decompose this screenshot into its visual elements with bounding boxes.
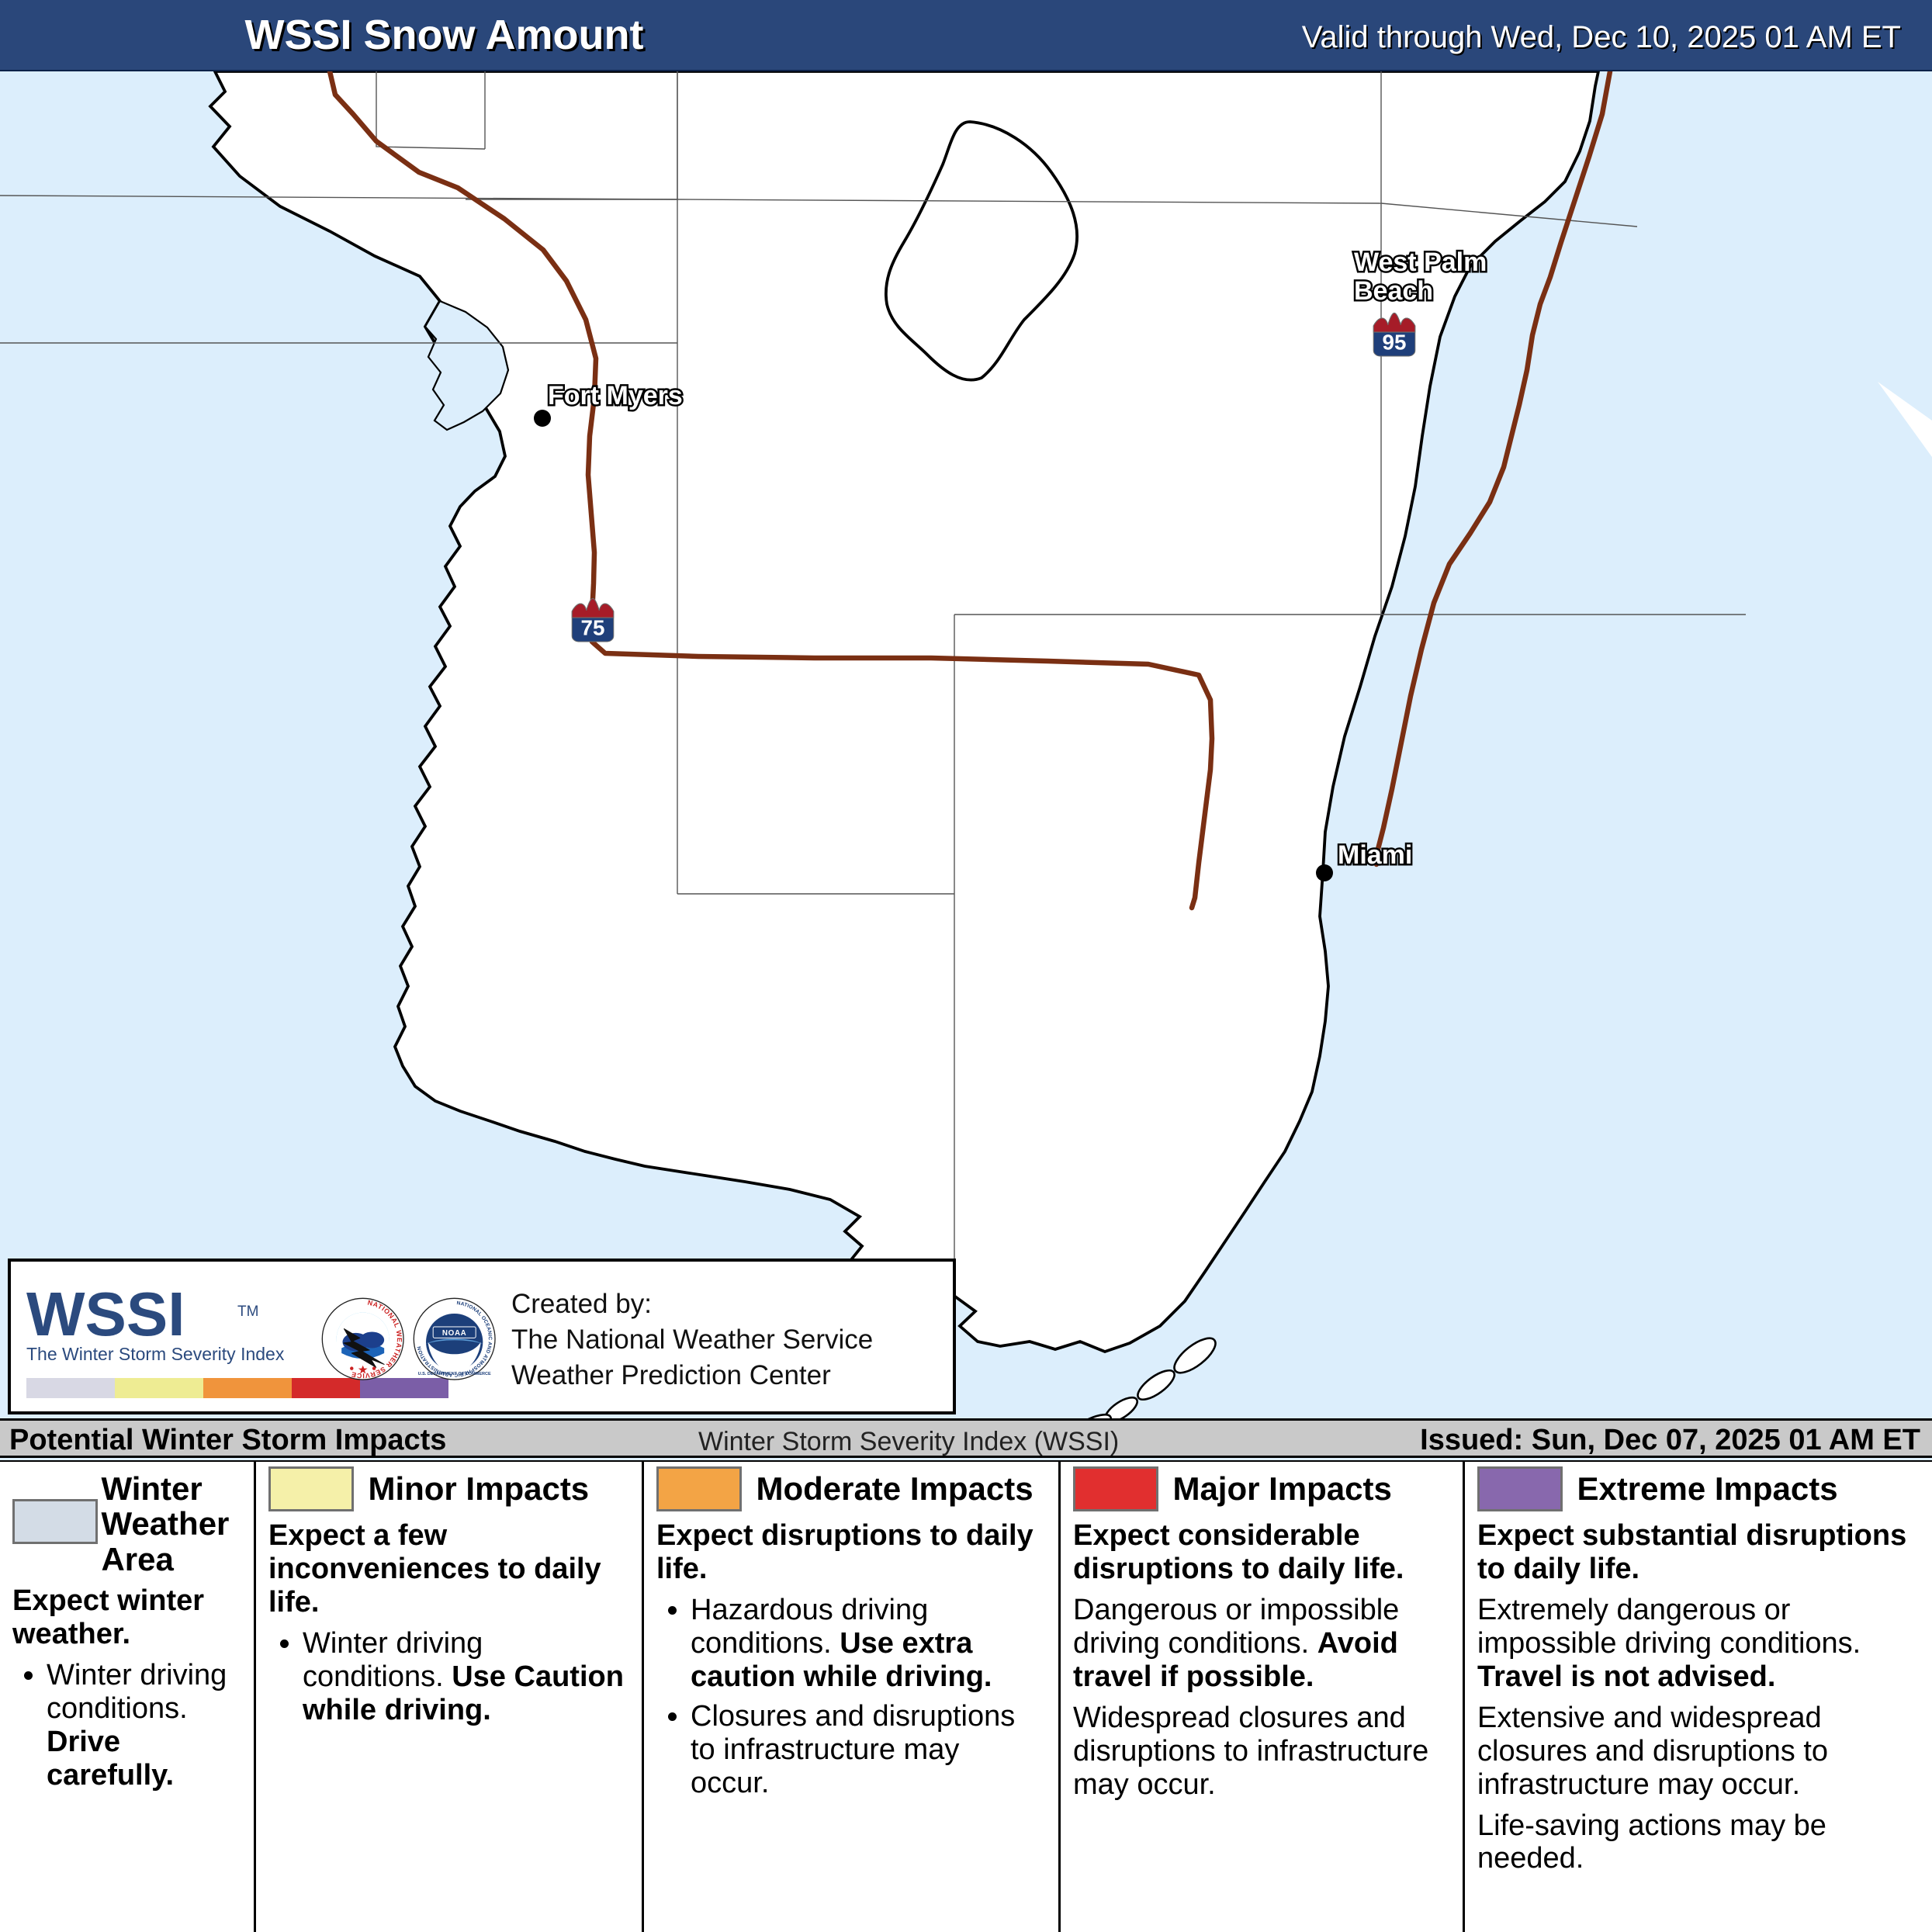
svg-text:NOAA: NOAA: [442, 1329, 466, 1338]
svg-text:U.S. DEPARTMENT OF COMMERCE: U.S. DEPARTMENT OF COMMERCE: [418, 1372, 491, 1376]
svg-text:75: 75: [581, 616, 605, 640]
svg-text:TM: TM: [237, 1304, 258, 1320]
svg-text:The Winter Storm Severity Inde: The Winter Storm Severity Index: [26, 1344, 285, 1364]
svg-text:WSSI: WSSI: [26, 1279, 185, 1349]
svg-text:95: 95: [1383, 331, 1407, 355]
